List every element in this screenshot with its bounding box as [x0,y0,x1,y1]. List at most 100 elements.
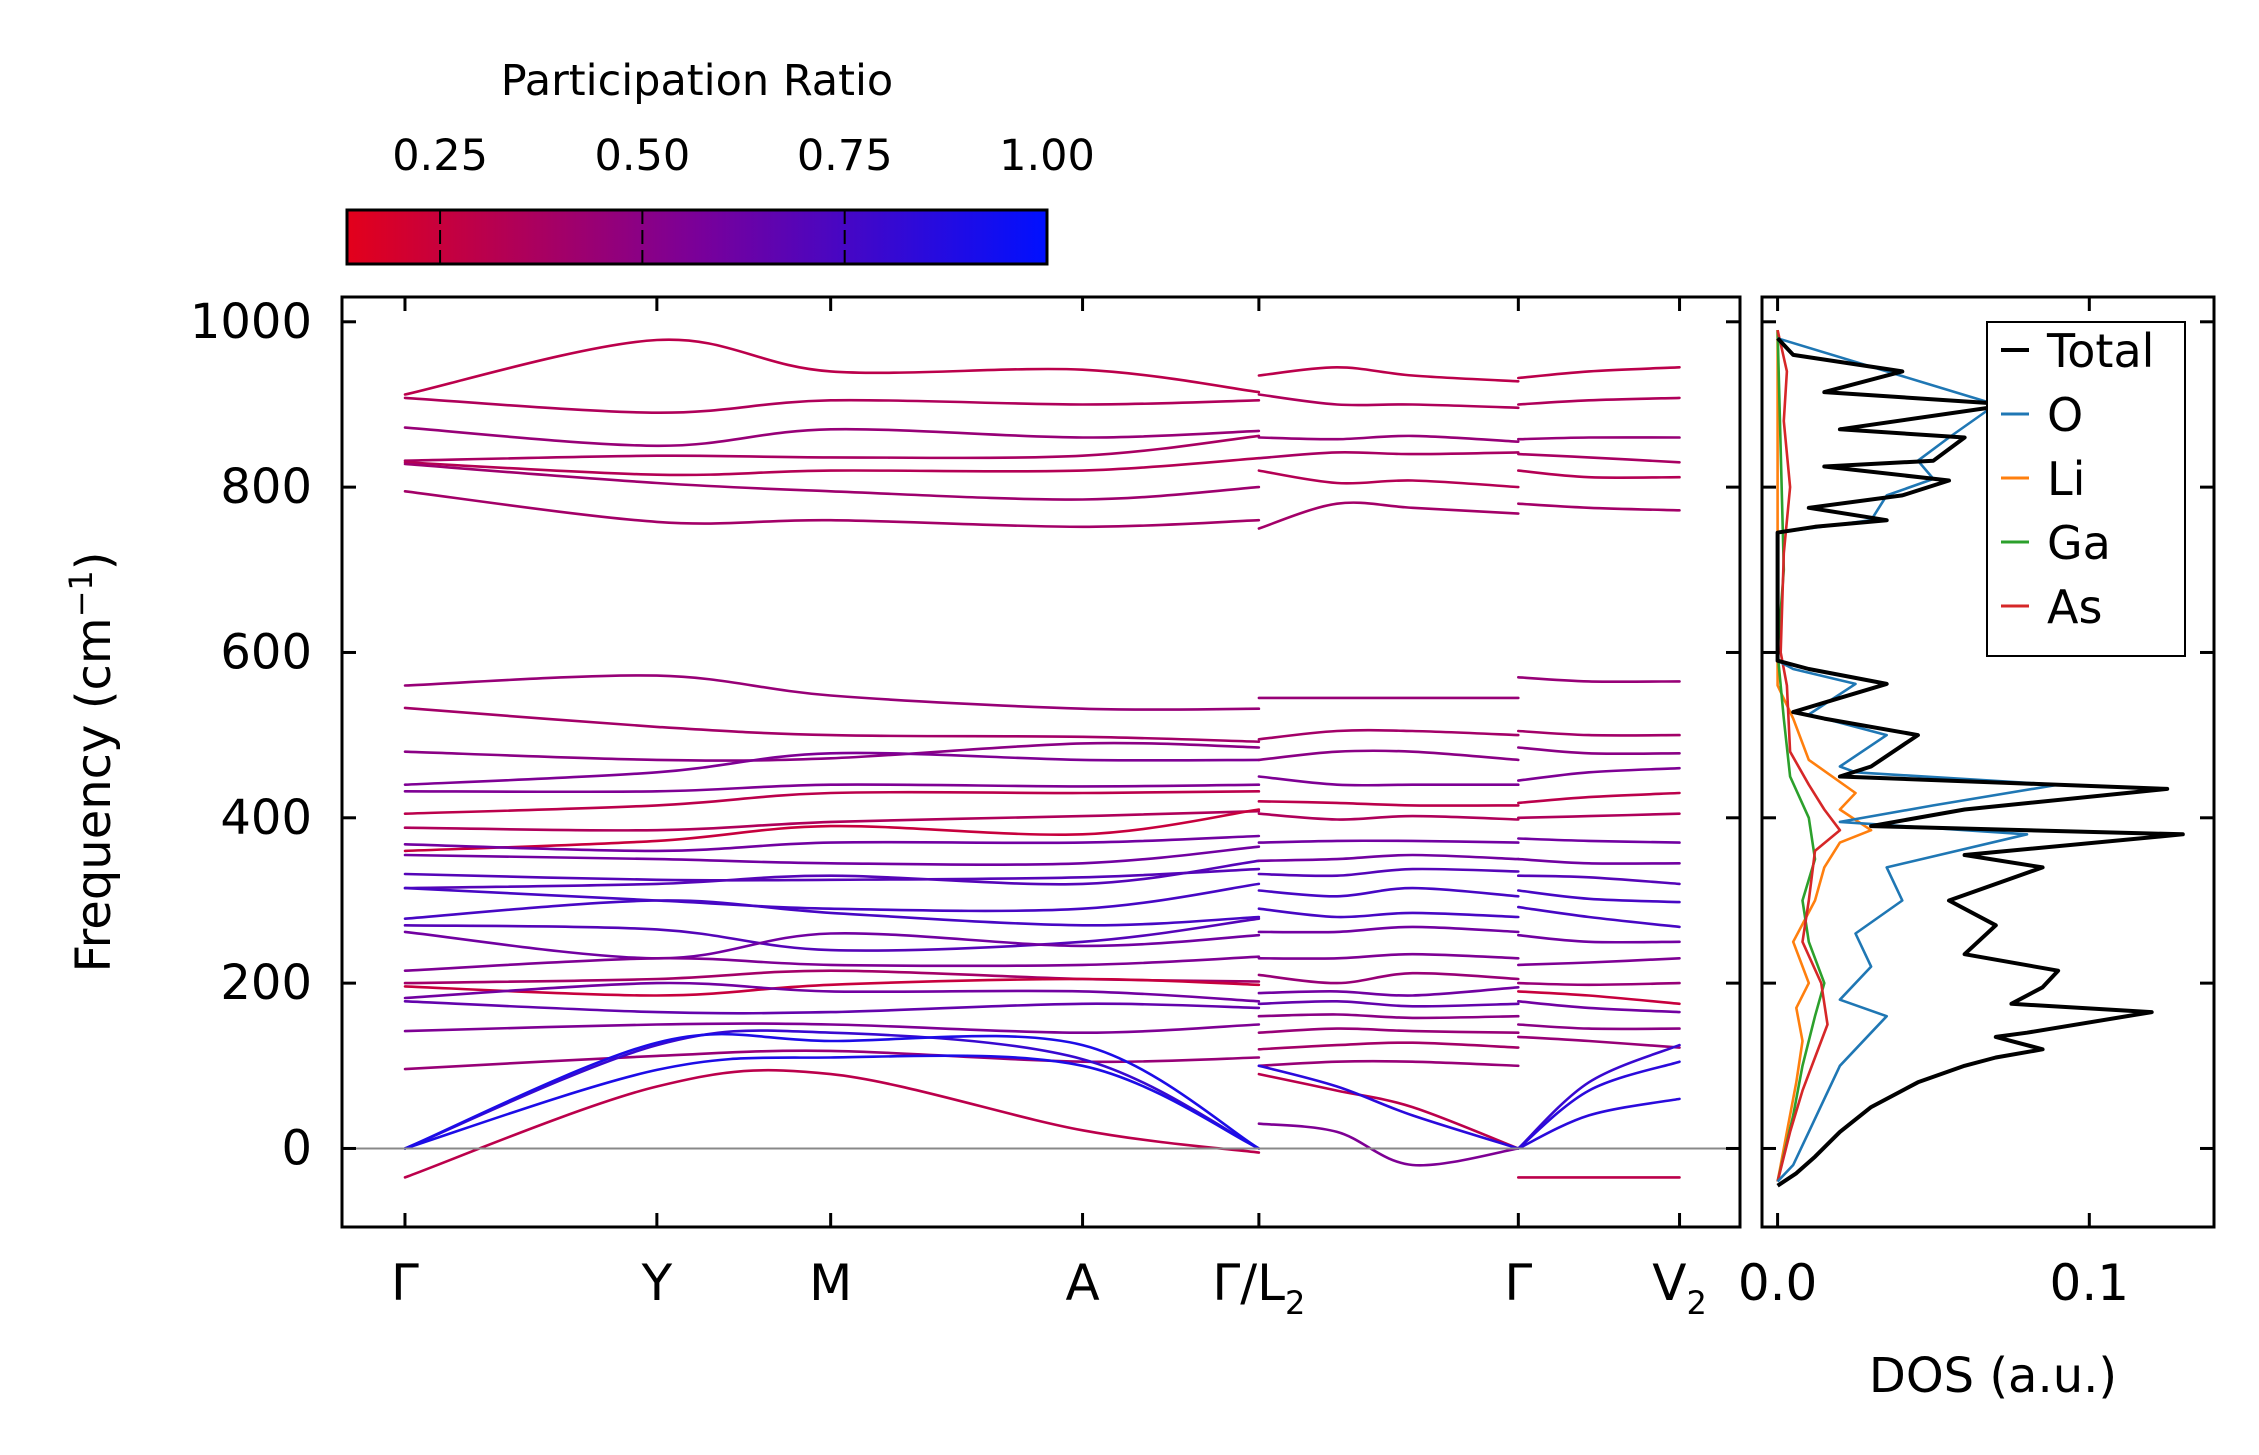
band-line [403,1068,1261,1179]
band-line [403,981,1261,1003]
band-line [403,867,1261,882]
band-line [1517,1060,1681,1150]
band-line [1257,1122,1520,1167]
colorbar-tick-labels: 0.25 0.50 0.75 1.00 [392,131,1095,181]
colorbar-title: Participation Ratio [501,56,894,106]
band-line [1257,867,1520,878]
band-line [403,1049,1261,1071]
legend-box [1986,321,2186,657]
dos-series-as [1776,329,1842,1182]
band-line [1517,933,1681,944]
band-line [403,899,1261,927]
kpoint-label-a: A [1065,1254,1099,1312]
dos-series-o [1776,337,2060,1183]
colorbar-tick-label: 1.00 [999,131,1095,181]
band-line [1257,749,1520,762]
band-line [1257,365,1520,383]
band-line [403,1032,1261,1150]
band-lines [403,338,1681,1179]
kpoint-label-m: M [809,1254,852,1312]
band-line [1257,853,1520,863]
band-line [403,434,1261,462]
band-line [1517,1023,1681,1031]
y-tick-label: 600 [220,624,312,680]
band-line [1517,469,1681,479]
band-line [403,456,1261,477]
band-line [1257,450,1520,460]
band-line [1257,999,1520,1008]
band-line [403,741,1261,762]
band-line [403,808,1261,853]
y-tick-label: 200 [220,955,312,1011]
y-axis-label: Frequency (cm−1) [62,551,122,972]
band-line [1257,1013,1520,1020]
band-line [1257,1059,1520,1068]
band-line [403,882,1261,913]
band-line [1257,393,1520,410]
band-line [1257,469,1520,489]
band-line [403,1022,1261,1035]
band-line [1517,746,1681,756]
band-line [1517,957,1681,967]
dos-plot-frame [1760,295,2216,1229]
band-line [403,396,1261,415]
dos-x-tick-label: 0.0 [1738,1254,1818,1312]
band-line [1257,1064,1520,1150]
band-line [403,338,1261,396]
band-line [403,783,1261,794]
band-line [1517,766,1681,782]
band-line [1517,676,1681,684]
dos-axis: 0.0 0.1 [1738,297,2129,1312]
band-line [1257,839,1520,844]
colorbar [345,208,1049,266]
y-tick-label: 1000 [190,294,312,350]
band-line [403,930,1261,960]
band-line [1517,502,1681,512]
dos-x-tick-label: 0.1 [2050,1254,2130,1312]
band-line [1517,1043,1681,1150]
band-line [403,809,1261,832]
band-line [1257,907,1520,919]
band-line [403,426,1261,448]
band-axis: 0 200 400 600 800 1000 Γ Y M A Γ/L2 Γ V2 [190,294,2214,1322]
colorbar-ticks [439,210,846,264]
band-line [403,751,1261,786]
band-line [1517,729,1681,737]
band-line [403,917,1261,952]
band-line [1257,952,1520,960]
band-line [1517,981,1681,987]
y-tick-label: 0 [281,1120,312,1176]
band-line [1517,837,1681,844]
band-line [1257,925,1520,934]
kpoint-label-gamma1: Γ [391,1254,419,1312]
band-line [1517,905,1681,929]
band-line [1257,800,1520,807]
band-line [1517,990,1681,1006]
colorbar-tick-label: 0.25 [392,131,488,181]
band-line [403,706,1261,743]
dos-x-axis-label: DOS (a.u.) [1869,1348,2117,1404]
kpoint-label-gamma-l2: Γ/L2 [1212,1254,1305,1322]
band-line [1517,889,1681,904]
band-line [1257,986,1520,997]
legend-label-total: Total [2046,324,2154,378]
band-line [1257,775,1520,787]
kpoint-label-v2: V2 [1652,1254,1707,1322]
band-line [403,1029,1261,1150]
band-line [403,790,1261,815]
legend-label-o: O [2047,388,2083,442]
legend-label-as: As [2047,580,2102,634]
band-line [1517,1097,1681,1150]
legend-label-ga: Ga [2047,516,2111,570]
band-line [403,1054,1261,1150]
band-line [1257,728,1520,741]
band-line [1517,396,1681,406]
y-tick-label: 800 [220,459,312,515]
band-line [1517,857,1681,865]
band-line [1257,886,1520,898]
band-line [403,462,1261,501]
band-line [1257,971,1520,985]
band-line [1257,434,1520,443]
colorbar-tick-label: 0.50 [595,131,691,181]
band-line [403,955,1261,972]
